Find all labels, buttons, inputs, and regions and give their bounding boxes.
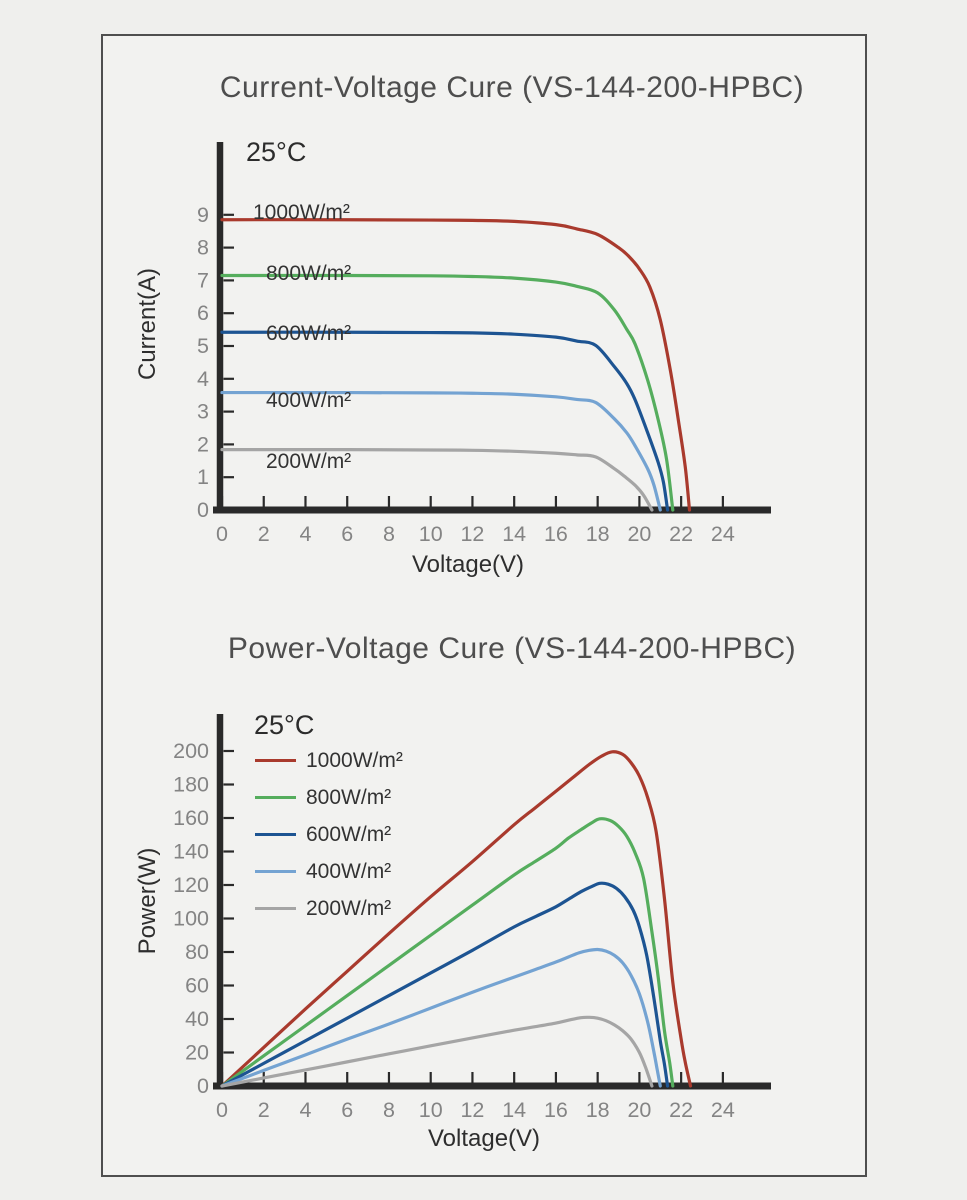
- legend-label: 600W/m²: [306, 822, 392, 846]
- iv-curve-label-400Wm: 400W/m²: [266, 389, 352, 412]
- iv-y-axis-title: Current(A): [134, 267, 161, 381]
- iv-curve-label-600Wm: 600W/m²: [266, 322, 352, 345]
- iv-curve-label-800Wm: 800W/m²: [266, 262, 352, 285]
- pv-temperature-annotation: 25°C: [254, 710, 315, 740]
- legend-item-600Wm: 600W/m²: [255, 816, 403, 853]
- legend-item-400Wm: 400W/m²: [255, 853, 403, 890]
- iv-temperature-annotation: 25°C: [246, 137, 307, 167]
- pv-legend: 1000W/m² 800W/m² 600W/m² 400W/m² 200W/m²: [255, 742, 403, 927]
- iv-x-axis-title: Voltage(V): [411, 551, 525, 578]
- legend-line-swatch: [255, 758, 296, 763]
- legend-item-1000Wm: 1000W/m²: [255, 742, 403, 779]
- pv-y-axis-title: Power(W): [134, 847, 161, 955]
- iv-chart-title: Current-Voltage Cure (VS-144-200-HPBC): [219, 71, 805, 104]
- pv-chart-title: Power-Voltage Cure (VS-144-200-HPBC): [227, 632, 797, 665]
- pv-x-axis-title: Voltage(V): [427, 1125, 541, 1152]
- legend-line-swatch: [255, 869, 296, 874]
- legend-item-200Wm: 200W/m²: [255, 890, 403, 927]
- legend-line-swatch: [255, 832, 296, 837]
- iv-curve-label-1000Wm: 1000W/m²: [253, 201, 350, 224]
- legend-item-800Wm: 800W/m²: [255, 779, 403, 816]
- iv-curve-label-200Wm: 200W/m²: [266, 450, 352, 473]
- legend-line-swatch: [255, 795, 296, 800]
- legend-label: 400W/m²: [306, 859, 392, 883]
- legend-label: 200W/m²: [306, 896, 392, 920]
- legend-label: 1000W/m²: [306, 748, 403, 772]
- legend-line-swatch: [255, 906, 296, 911]
- figure-frame: [101, 34, 867, 1177]
- legend-label: 800W/m²: [306, 785, 392, 809]
